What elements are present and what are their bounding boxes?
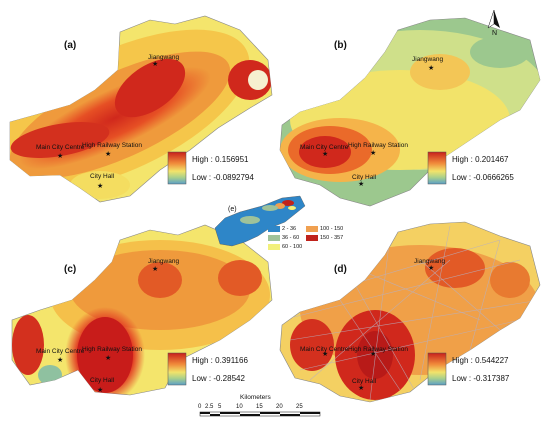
star-icon: ★ [358, 180, 364, 188]
scale-bar [199, 411, 321, 417]
inset-swatch-5 [306, 235, 318, 241]
star-icon: ★ [97, 386, 103, 394]
panel-label-b: (b) [334, 40, 347, 51]
inset-class-5: 150 - 357 [320, 235, 344, 241]
place-label-city-hall: City Hall [352, 378, 377, 385]
inset-swatch-4 [306, 226, 318, 232]
place-label-high-railway-station: High Railway Station [348, 142, 408, 149]
place-label-jiangwang: Jiangwang [148, 54, 180, 61]
inset-class-4: 100 - 150 [320, 226, 344, 232]
star-icon: ★ [97, 182, 103, 190]
scale-title: Kilometers [240, 394, 271, 401]
place-markers: ★ ★ ★ ★ ★ ★ ★ ★ ★ ★ ★ ★ ★ ★ ★ ★ [57, 60, 434, 394]
place-label-jiangwang: Jiangwang [414, 258, 446, 265]
panel-label-a: (a) [64, 40, 77, 51]
inset-map [214, 195, 306, 247]
inset-swatch-2 [268, 235, 280, 241]
place-label-jiangwang: Jiangwang [148, 258, 180, 265]
panel-label-c: (c) [64, 264, 77, 275]
star-icon: ★ [428, 64, 434, 72]
scale-tick: 20 [276, 404, 283, 410]
panel-d-map [279, 221, 541, 403]
place-label-high-railway-station: High Railway Station [348, 346, 408, 353]
place-label-city-hall: City Hall [352, 174, 377, 181]
star-icon: ★ [152, 60, 158, 68]
inset-class-1: 2 - 36 [282, 226, 297, 232]
scale-tick: 10 [236, 404, 243, 410]
inset-class-2: 36 - 60 [282, 235, 300, 241]
place-label-jiangwang: Jiangwang [412, 56, 444, 63]
place-label-main-city-centre: Main City Centre [300, 144, 349, 151]
star-icon: ★ [105, 354, 111, 362]
north-label: N [492, 30, 498, 37]
panel-a-map [9, 15, 273, 203]
legend-high-b: High : 0.201467 [452, 155, 509, 164]
legend-ramp-c [167, 352, 187, 386]
place-label-city-hall: City Hall [90, 377, 115, 384]
star-icon: ★ [428, 264, 434, 272]
panel-label-d: (d) [334, 264, 347, 275]
scale-tick: 0 [198, 404, 202, 410]
scale-tick: 5 [218, 404, 222, 410]
star-icon: ★ [57, 356, 63, 364]
place-label-main-city-centre: Main City Centre [36, 144, 85, 151]
inset-swatch-3 [268, 244, 280, 250]
place-label-city-hall: City Hall [90, 173, 115, 180]
legend-high-d: High : 0.544227 [452, 356, 509, 365]
legend-high-a: High : 0.156951 [192, 155, 249, 164]
scale-tick: 15 [256, 404, 263, 410]
legend-ramp-d [427, 352, 447, 386]
legend-high-c: High : 0.391166 [192, 356, 248, 365]
legend-low-c: Low : -0.28542 [192, 374, 245, 383]
legend-ramp-a [167, 151, 187, 185]
star-icon: ★ [358, 384, 364, 392]
place-label-high-railway-station: High Railway Station [82, 346, 142, 353]
star-icon: ★ [322, 150, 328, 158]
panel-label-e: (e) [228, 206, 237, 213]
place-label-high-railway-station: High Railway Station [82, 142, 142, 149]
star-icon: ★ [370, 350, 376, 358]
inset-swatch-1 [268, 226, 280, 232]
star-icon: ★ [322, 350, 328, 358]
star-icon: ★ [57, 152, 63, 160]
scale-tick: 2.5 [205, 404, 214, 410]
place-label-main-city-centre: Main City Centre [300, 346, 349, 353]
star-icon: ★ [152, 265, 158, 273]
legend-low-d: Low : -0.317387 [452, 374, 510, 383]
legend-low-b: Low : -0.0666265 [452, 173, 514, 182]
legend-ramp-b [427, 151, 447, 185]
scale-tick: 25 [296, 404, 303, 410]
star-icon: ★ [105, 150, 111, 158]
star-icon: ★ [370, 149, 376, 157]
place-label-main-city-centre: Main City Centre [36, 348, 85, 355]
north-arrow-icon [487, 9, 500, 29]
legend-low-a: Low : -0.0892794 [192, 173, 254, 182]
inset-class-3: 60 - 100 [282, 244, 303, 250]
